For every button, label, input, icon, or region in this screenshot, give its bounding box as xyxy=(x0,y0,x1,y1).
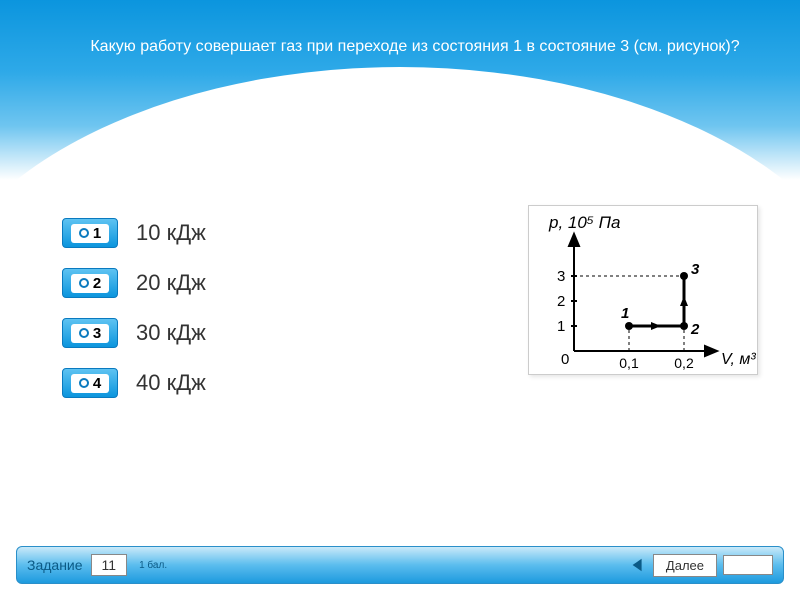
answer-number: 2 xyxy=(93,275,101,292)
answer-text-2: 20 кДж xyxy=(136,270,206,296)
radio-icon xyxy=(79,378,89,388)
arrow-2to3 xyxy=(680,296,688,306)
radio-icon xyxy=(79,328,89,338)
answer-row: 1 10 кДж xyxy=(62,218,482,248)
answer-number: 4 xyxy=(93,375,101,392)
y-axis-label: p, 10⁵ Па xyxy=(548,213,620,232)
answer-text-1: 10 кДж xyxy=(136,220,206,246)
next-button[interactable]: Далее xyxy=(653,554,717,577)
svg-text:3: 3 xyxy=(691,261,700,278)
question-text: Какую работу совершает газ при переходе … xyxy=(70,38,760,56)
pv-chart: p, 10⁵ Па 1 2 3 0,1 0,2 xyxy=(528,205,758,375)
answer-row: 2 20 кДж xyxy=(62,268,482,298)
points-label: 1 бал. xyxy=(139,560,167,571)
answer-row: 4 40 кДж xyxy=(62,368,482,398)
header-band xyxy=(0,0,800,180)
footer-bar: Задание 11 1 бал. Далее xyxy=(16,546,784,584)
svg-text:1: 1 xyxy=(557,318,565,335)
origin-label: 0 xyxy=(561,351,569,368)
svg-text:0,2: 0,2 xyxy=(674,355,694,371)
footer-score-box xyxy=(723,555,773,575)
answer-button-1[interactable]: 1 xyxy=(62,218,118,248)
answer-number: 1 xyxy=(93,225,101,242)
radio-icon xyxy=(79,228,89,238)
arrow-1to2 xyxy=(651,322,661,330)
prev-arrow-icon[interactable] xyxy=(629,556,647,574)
svg-text:3: 3 xyxy=(557,268,565,285)
answers-block: 1 10 кДж 2 20 кДж 3 30 кДж 4 40 xyxy=(62,218,482,418)
x-axis-label: V, м³ xyxy=(721,351,756,368)
svg-text:1: 1 xyxy=(621,305,629,322)
answer-text-3: 30 кДж xyxy=(136,320,206,346)
task-number-box: 11 xyxy=(91,554,128,576)
answer-button-2[interactable]: 2 xyxy=(62,268,118,298)
process-path xyxy=(629,276,684,326)
radio-icon xyxy=(79,278,89,288)
answer-number: 3 xyxy=(93,325,101,342)
svg-text:0,1: 0,1 xyxy=(619,355,639,371)
x-ticks: 0,1 0,2 xyxy=(619,355,694,371)
answer-row: 3 30 кДж xyxy=(62,318,482,348)
pv-chart-svg: p, 10⁵ Па 1 2 3 0,1 0,2 xyxy=(529,206,759,376)
task-label: Задание xyxy=(27,557,83,573)
answer-button-4[interactable]: 4 xyxy=(62,368,118,398)
answer-button-3[interactable]: 3 xyxy=(62,318,118,348)
svg-text:2: 2 xyxy=(690,321,700,338)
answer-text-4: 40 кДж xyxy=(136,370,206,396)
svg-text:2: 2 xyxy=(557,293,565,310)
